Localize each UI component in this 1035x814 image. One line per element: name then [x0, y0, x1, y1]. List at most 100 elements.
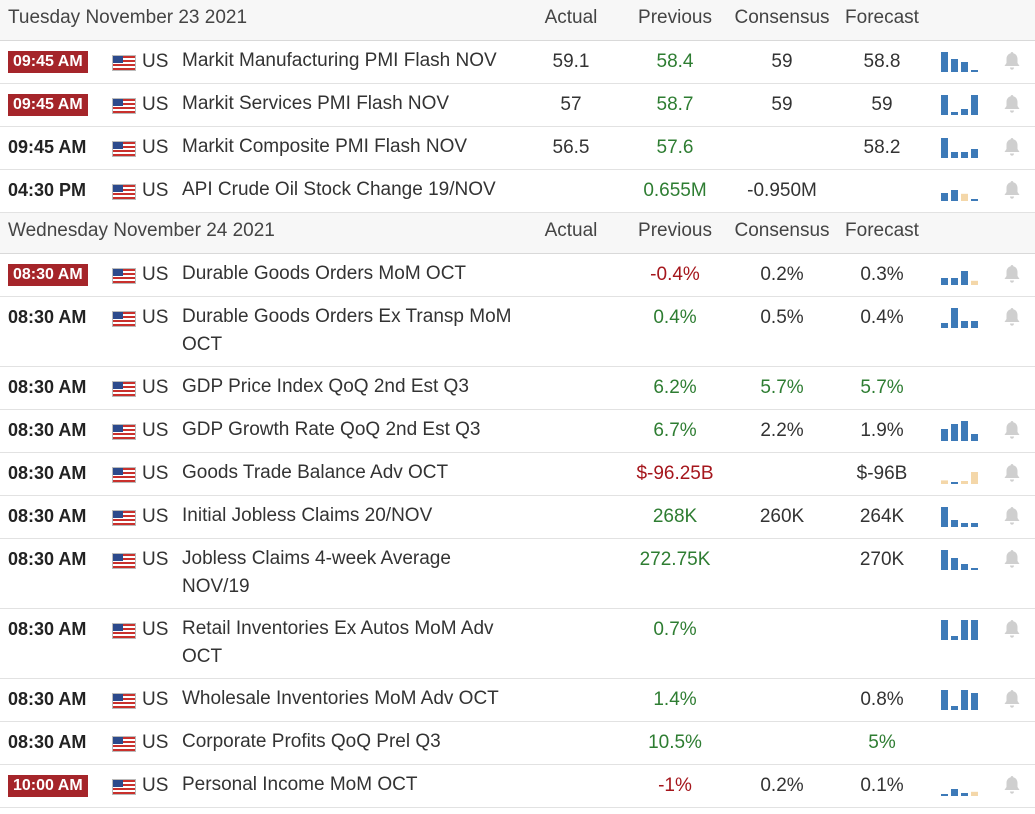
- bell-icon[interactable]: [1003, 51, 1021, 71]
- event-previous: 6.7%: [653, 420, 697, 441]
- flag-canton: [113, 511, 123, 518]
- column-header-previous[interactable]: Previous: [638, 7, 712, 28]
- event-time: 08:30 AM: [8, 307, 87, 327]
- event-forecast: 5%: [868, 732, 896, 753]
- event-row[interactable]: 08:30 AM US Initial Jobless Claims 20/NOV 2…: [0, 496, 1035, 539]
- event-name[interactable]: API Crude Oil Stock Change 19/NOV: [182, 179, 496, 200]
- mini-bar-chart[interactable]: [940, 549, 980, 571]
- event-name[interactable]: Retail Inventories Ex Autos MoM Adv OCT: [182, 618, 494, 667]
- column-header-consensus[interactable]: Consensus: [734, 220, 830, 241]
- column-header-previous[interactable]: Previous: [638, 220, 712, 241]
- bell-icon[interactable]: [1003, 775, 1021, 795]
- bell-icon[interactable]: [1003, 94, 1021, 114]
- flag-canton: [113, 269, 123, 276]
- bell-icon[interactable]: [1003, 619, 1021, 639]
- event-row[interactable]: 08:30 AM US GDP Growth Rate QoQ 2nd Est Q3…: [0, 410, 1035, 453]
- column-header-actual[interactable]: Actual: [544, 220, 598, 241]
- event-name[interactable]: Markit Composite PMI Flash NOV: [182, 136, 468, 157]
- event-time: 08:30 AM: [8, 420, 87, 440]
- mini-bar: [941, 507, 948, 527]
- mini-bar-chart[interactable]: [940, 775, 980, 797]
- event-row[interactable]: 08:30 AM US Corporate Profits QoQ Prel Q3 1…: [0, 722, 1035, 765]
- mini-bar: [971, 434, 978, 441]
- event-row[interactable]: 08:30 AM US Jobless Claims 4-week Average …: [0, 539, 1035, 609]
- event-name[interactable]: Wholesale Inventories MoM Adv OCT: [182, 688, 499, 709]
- event-name[interactable]: Markit Manufacturing PMI Flash NOV: [182, 50, 497, 71]
- event-actual: 59.1: [552, 51, 590, 72]
- event-row[interactable]: 08:30 AM US Durable Goods Orders Ex Transp…: [0, 297, 1035, 367]
- event-name[interactable]: Durable Goods Orders MoM OCT: [182, 263, 467, 284]
- event-name[interactable]: GDP Growth Rate QoQ 2nd Est Q3: [182, 419, 481, 440]
- event-forecast: 59: [871, 94, 893, 115]
- event-name[interactable]: Goods Trade Balance Adv OCT: [182, 462, 449, 483]
- flag-canton: [113, 737, 123, 744]
- mini-bar-chart[interactable]: [940, 180, 980, 202]
- column-header-consensus[interactable]: Consensus: [734, 7, 830, 28]
- event-row[interactable]: 08:30 AM US Durable Goods Orders MoM OCT -0…: [0, 254, 1035, 297]
- mini-bar: [961, 620, 968, 640]
- event-name[interactable]: Jobless Claims 4-week Average NOV/19: [182, 548, 451, 597]
- bell-icon[interactable]: [1003, 137, 1021, 157]
- mini-bar: [971, 70, 978, 72]
- bell-icon[interactable]: [1003, 506, 1021, 526]
- event-previous: -0.4%: [650, 264, 700, 285]
- event-name[interactable]: GDP Price Index QoQ 2nd Est Q3: [182, 376, 469, 397]
- us-flag-icon: [112, 467, 136, 483]
- event-row[interactable]: 09:45 AM US Markit Services PMI Flash NOV 5…: [0, 84, 1035, 127]
- event-name[interactable]: Initial Jobless Claims 20/NOV: [182, 505, 433, 526]
- bell-icon[interactable]: [1003, 549, 1021, 569]
- event-row[interactable]: 04:30 PM US API Crude Oil Stock Change 19/…: [0, 170, 1035, 213]
- mini-bar-chart[interactable]: [940, 506, 980, 528]
- column-header-actual[interactable]: Actual: [544, 7, 598, 28]
- event-consensus: 5.7%: [760, 377, 804, 398]
- event-previous: 0.7%: [653, 619, 697, 640]
- bell-icon[interactable]: [1003, 307, 1021, 327]
- mini-bar: [941, 323, 948, 328]
- flag-canton: [113, 185, 123, 192]
- column-header-forecast[interactable]: Forecast: [845, 220, 919, 241]
- event-name[interactable]: Durable Goods Orders Ex Transp MoM OCT: [182, 306, 512, 355]
- event-row[interactable]: 08:30 AM US Wholesale Inventories MoM Adv …: [0, 679, 1035, 722]
- mini-bar-chart[interactable]: [940, 307, 980, 329]
- day-date: Wednesday November 24 2021: [8, 220, 275, 241]
- mini-bar: [961, 793, 968, 796]
- day-header: Wednesday November 24 2021 Actual Previous…: [0, 213, 1035, 254]
- event-time: 08:30 AM: [8, 619, 87, 639]
- event-name[interactable]: Corporate Profits QoQ Prel Q3: [182, 731, 441, 752]
- event-row[interactable]: 08:30 AM US Retail Inventories Ex Autos Mo…: [0, 609, 1035, 679]
- flag-canton: [113, 312, 123, 319]
- mini-bar-chart[interactable]: [940, 94, 980, 116]
- us-flag-icon: [112, 184, 136, 200]
- bell-icon[interactable]: [1003, 689, 1021, 709]
- mini-bar-chart[interactable]: [940, 463, 980, 485]
- mini-bar: [961, 152, 968, 158]
- mini-bar-chart[interactable]: [940, 264, 980, 286]
- bell-icon[interactable]: [1003, 264, 1021, 284]
- mini-bar: [951, 152, 958, 158]
- event-time: 08:30 AM: [8, 689, 87, 709]
- mini-bar-chart[interactable]: [940, 689, 980, 711]
- event-name[interactable]: Personal Income MoM OCT: [182, 774, 418, 795]
- bell-icon[interactable]: [1003, 180, 1021, 200]
- flag-canton: [113, 99, 123, 106]
- event-row[interactable]: 09:45 AM US Markit Manufacturing PMI Flash…: [0, 41, 1035, 84]
- mini-bar-chart[interactable]: [940, 619, 980, 641]
- us-flag-icon: [112, 510, 136, 526]
- mini-bar: [961, 421, 968, 441]
- mini-bar: [971, 523, 978, 527]
- event-country: US: [142, 463, 169, 484]
- mini-bar-chart[interactable]: [940, 420, 980, 442]
- bell-icon[interactable]: [1003, 420, 1021, 440]
- column-header-forecast[interactable]: Forecast: [845, 7, 919, 28]
- event-row[interactable]: 09:45 AM US Markit Composite PMI Flash NOV…: [0, 127, 1035, 170]
- event-row[interactable]: 10:00 AM US Personal Income MoM OCT -1% 0.2%…: [0, 765, 1035, 808]
- event-row[interactable]: 08:30 AM US Goods Trade Balance Adv OCT $-9…: [0, 453, 1035, 496]
- mini-bar-chart[interactable]: [940, 51, 980, 73]
- event-name[interactable]: Markit Services PMI Flash NOV: [182, 93, 450, 114]
- mini-bar: [941, 138, 948, 158]
- event-forecast: 58.8: [863, 51, 901, 72]
- bell-icon[interactable]: [1003, 463, 1021, 483]
- event-forecast: 58.2: [863, 137, 901, 158]
- event-row[interactable]: 08:30 AM US GDP Price Index QoQ 2nd Est Q3…: [0, 367, 1035, 410]
- mini-bar-chart[interactable]: [940, 137, 980, 159]
